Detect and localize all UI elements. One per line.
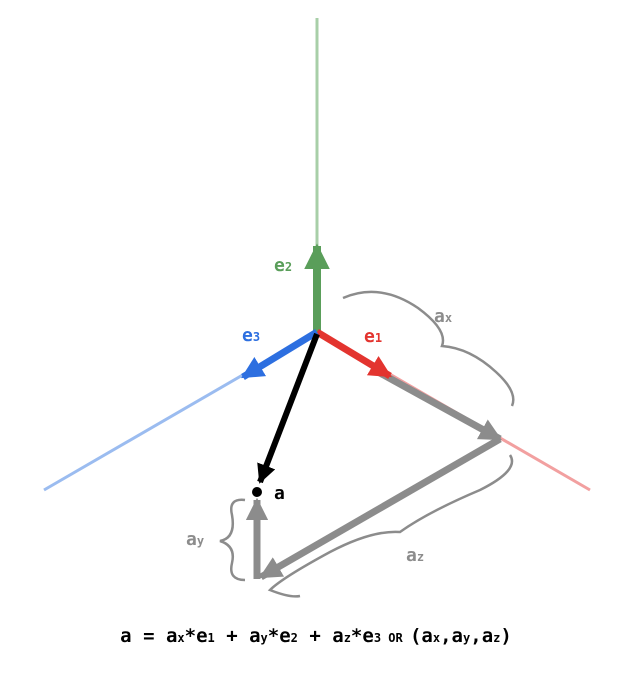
- ax-component-arrow: [378, 369, 502, 443]
- e2-label: e2: [274, 255, 292, 276]
- e3-label: e3: [242, 325, 260, 346]
- ay-label: ay: [186, 529, 204, 550]
- az-component-arrow: [259, 435, 502, 581]
- vector-a-arrow: [257, 332, 320, 484]
- e1-label: e1: [364, 326, 382, 347]
- ax-brace: [342, 290, 515, 407]
- ay-brace: [219, 498, 246, 582]
- equation: a = ax*e1 + ay*e2 + az*e3 OR (ax,ay,az): [120, 625, 512, 647]
- e1-basis-arrow: [315, 329, 392, 379]
- ax-label: ax: [434, 306, 452, 327]
- az-brace: [267, 454, 514, 598]
- az-label: az: [406, 545, 424, 566]
- e3-basis-arrow: [241, 329, 319, 380]
- vector-a-label: a: [274, 483, 285, 504]
- vector-a-tip-dot: [252, 487, 262, 497]
